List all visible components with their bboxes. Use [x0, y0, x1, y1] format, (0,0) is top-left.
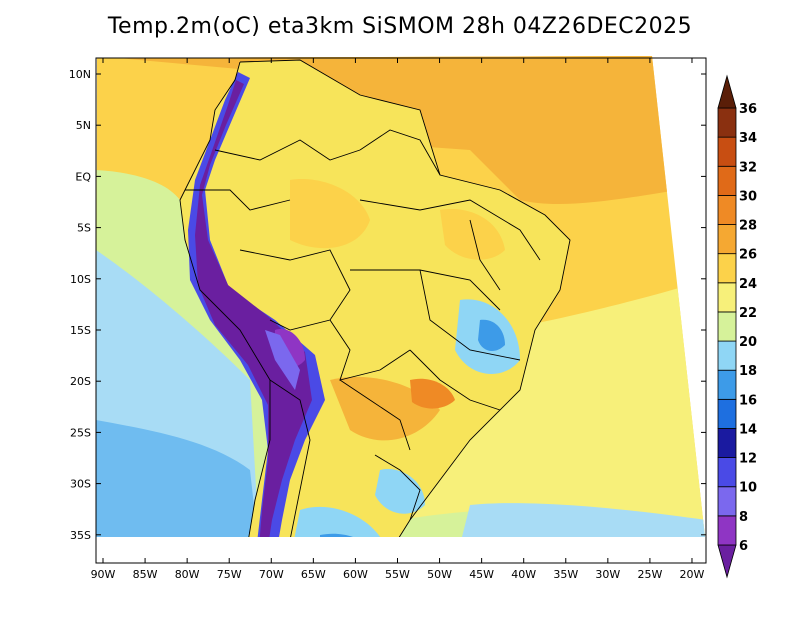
colorbar-label: 28 [739, 219, 757, 234]
colorbar-min-triangle [717, 544, 737, 579]
lon-tick-label: 20W [680, 568, 705, 581]
altiplano-edge [265, 330, 300, 390]
border-ecuador-peru [185, 189, 291, 211]
border-peru-brazil [239, 249, 351, 331]
border-chile-argentina [269, 379, 311, 537]
colorbar: 6 8 10 12 14 16 18 20 22 24 26 28 30 32 34 36 [717, 74, 757, 579]
colorbar-label: 22 [739, 306, 757, 321]
colorbar-label: 32 [739, 160, 757, 175]
lat-tick-label: 20S [70, 375, 91, 388]
latitude-axis: 10N 5N EQ 5S 10S 15S 20S 25S 30S 35S [69, 68, 706, 542]
warm-northeast-patch [440, 209, 505, 260]
colorbar-bin [717, 369, 737, 400]
lon-tick-label: 75W [217, 568, 242, 581]
colorbar-bin [717, 340, 737, 371]
lon-tick-label: 70W [259, 568, 284, 581]
map-frame [95, 57, 707, 564]
lat-tick-label: 30S [70, 478, 91, 491]
lon-tick-label: 45W [469, 568, 494, 581]
lat-tick-label: 10S [70, 273, 91, 286]
colorbar-bin [717, 282, 737, 313]
colorbar-label: 14 [739, 422, 757, 437]
temperature-field [96, 56, 705, 537]
lon-tick-label: 80W [175, 568, 200, 581]
lat-tick-label: 5S [77, 222, 91, 235]
map-title: Temp.2m(oC) eta3km SiSMOM 28h 04Z26DEC20… [107, 14, 693, 39]
cool-patagonia-plain [290, 506, 385, 537]
lon-tick-label: 50W [427, 568, 452, 581]
colorbar-bin [717, 136, 737, 167]
border-brazil-states-center [419, 269, 521, 361]
lat-tick-label: 35S [70, 529, 91, 542]
colorbar-bin [717, 224, 737, 255]
lon-tick-label: 65W [301, 568, 326, 581]
colorbar-label: 12 [739, 452, 757, 467]
lon-tick-label: 60W [343, 568, 368, 581]
coastline-east [239, 59, 571, 537]
lat-tick-label: 25S [70, 426, 91, 439]
colorbar-bin [717, 486, 737, 517]
colorbar-label: 6 [739, 539, 748, 554]
country-borders [179, 59, 571, 537]
colorbar-label: 10 [739, 481, 757, 496]
colorbar-label: 26 [739, 248, 757, 263]
coastline-west [179, 61, 271, 537]
lat-tick-label: 15S [70, 324, 91, 337]
colorbar-label: 36 [739, 102, 757, 117]
border-colombia [214, 139, 361, 161]
colorbar-bin [717, 311, 737, 342]
hottest-parana-patch [410, 378, 455, 409]
lat-tick-label: 10N [69, 68, 91, 81]
colorbar-label: 24 [739, 277, 757, 292]
colorbar-bin [717, 107, 737, 138]
longitude-axis: 90W 85W 80W 75W 70W 65W 60W 55W 50W 45W 40W 35W 30W 2… [91, 58, 705, 581]
andes-purple-band [195, 80, 312, 537]
lon-tick-label: 40W [511, 568, 536, 581]
lat-tick-label: 5N [76, 119, 91, 132]
lon-tick-label: 35W [553, 568, 578, 581]
colorbar-label: 20 [739, 335, 757, 350]
colorbar-label: 30 [739, 189, 757, 204]
border-guianas [359, 129, 441, 176]
colorbar-label: 8 [739, 510, 748, 525]
colorbar-bin [717, 253, 737, 284]
colder-brazil-highlands [478, 319, 505, 352]
lon-tick-label: 90W [91, 568, 116, 581]
warm-amazon-patch [290, 179, 370, 249]
ocean-mild-atlantic-area [360, 280, 705, 537]
colorbar-bin [717, 398, 737, 429]
lon-tick-label: 25W [637, 568, 662, 581]
lon-tick-label: 30W [595, 568, 620, 581]
colorbar-bin [717, 165, 737, 196]
ocean-cold-atlantic-area [460, 503, 705, 537]
map-panel [95, 56, 707, 564]
colorbar-label: 34 [739, 131, 757, 146]
border-brazil-states-south [409, 349, 501, 411]
colorbar-bin [717, 457, 737, 488]
lon-tick-label: 85W [133, 568, 158, 581]
colorbar-label: 18 [739, 364, 757, 379]
border-brazil-states-north [359, 199, 541, 261]
border-paraguay [339, 379, 411, 451]
lat-tick-label: EQ [75, 170, 91, 183]
lon-tick-label: 55W [385, 568, 410, 581]
ocean-colder-pacific-area [96, 420, 260, 537]
colorbar-bin [717, 515, 737, 546]
colorbar-bin [717, 428, 737, 459]
colorbar-bin [717, 194, 737, 225]
colorbar-max-triangle [717, 74, 737, 109]
border-uruguay [374, 454, 421, 521]
colorbar-label: 16 [739, 393, 757, 408]
cool-south-brazil [375, 469, 425, 514]
border-brazil-states-east [469, 219, 501, 291]
border-brazil-states-mid [350, 269, 501, 311]
